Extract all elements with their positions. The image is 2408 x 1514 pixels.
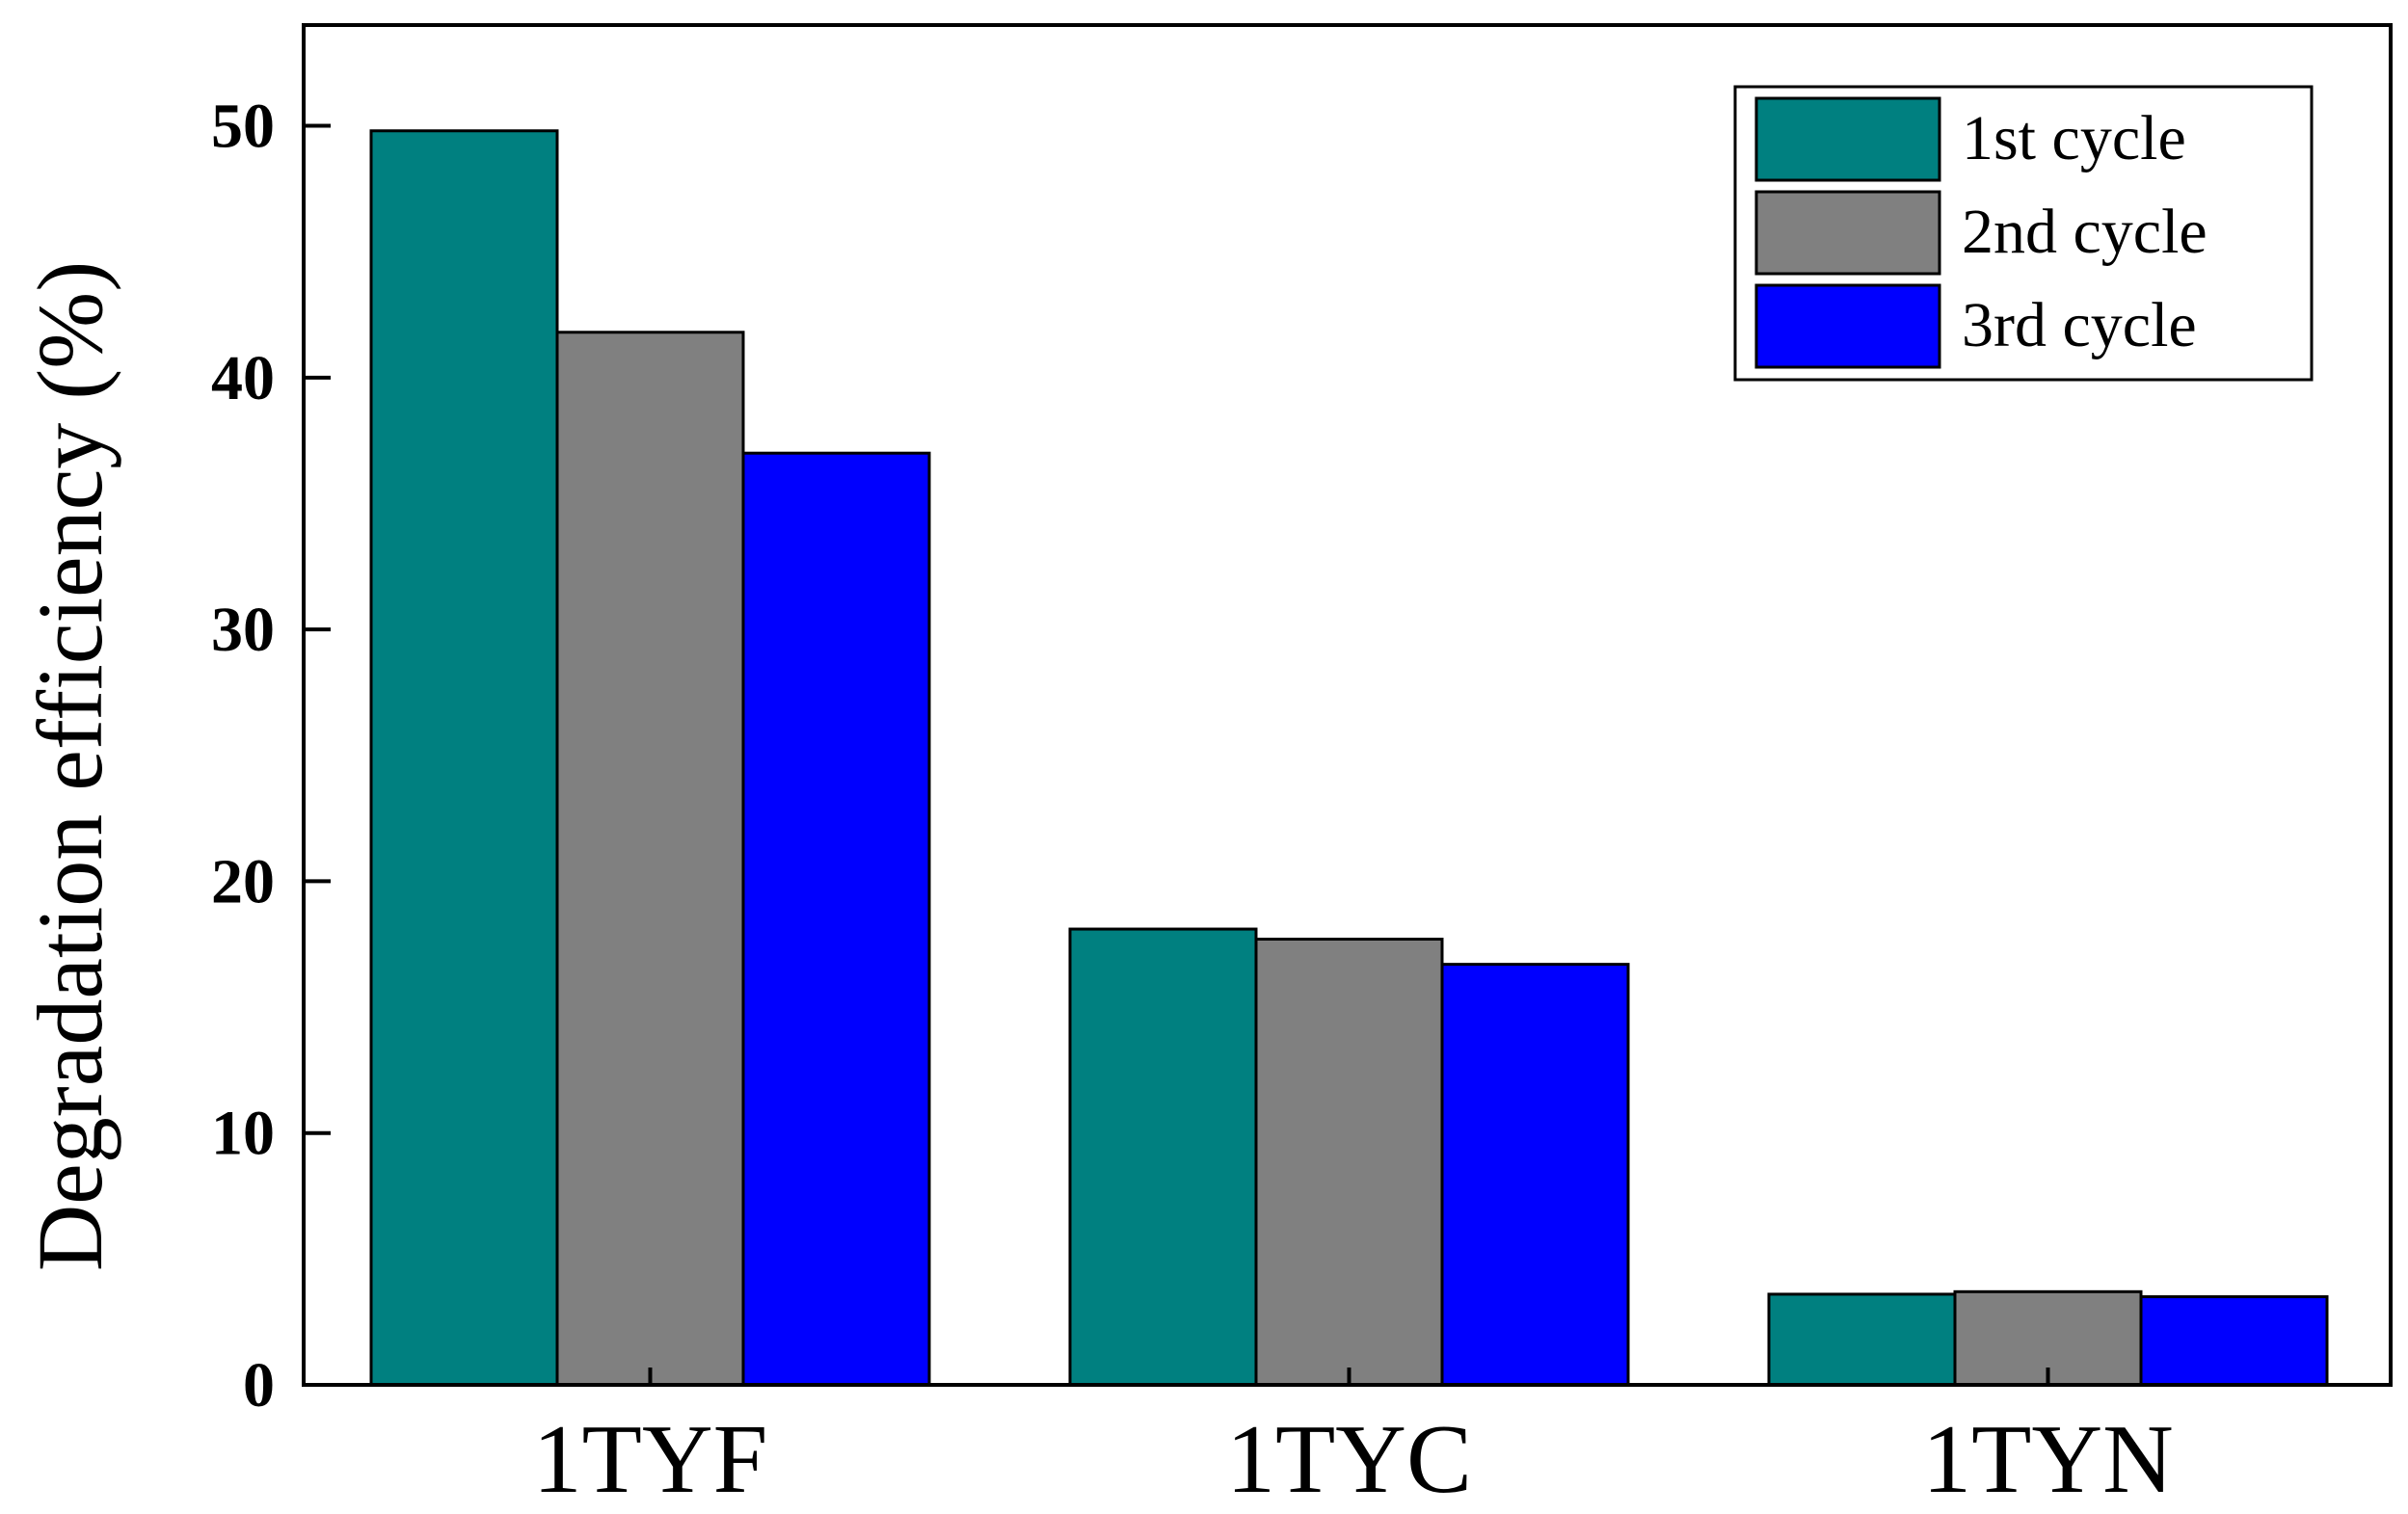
y-tick-label: 50 xyxy=(211,92,275,162)
bar-1tyn-series-3 xyxy=(2139,1295,2329,1387)
bar-1tyc-series-3 xyxy=(1440,963,1630,1387)
x-tick-label-1tyf: 1TYF xyxy=(533,1405,768,1514)
y-tick-label: 40 xyxy=(211,343,275,413)
legend: 1st cycle 2nd cycle 3rd cycle xyxy=(1733,85,2314,382)
bars-layer xyxy=(369,129,2329,1387)
bar-1tyf-series-1 xyxy=(369,129,559,1387)
legend-swatch-1 xyxy=(1754,96,1941,182)
legend-swatch-2 xyxy=(1754,190,1941,276)
x-tick-label-1tyc: 1TYC xyxy=(1226,1405,1472,1514)
bar-1tyf-series-3 xyxy=(741,451,931,1387)
y-tick-label: 30 xyxy=(211,595,275,665)
bar-1tyn-series-1 xyxy=(1767,1292,1957,1387)
x-tick-label-1tyn: 1TYN xyxy=(1922,1405,2174,1514)
axis-layer: 0 10 20 30 40 50 1TYF 1TYC 1TYN xyxy=(211,23,2393,1514)
y-tick-label: 0 xyxy=(243,1350,275,1421)
y-tick-label: 20 xyxy=(211,846,275,916)
y-tick-label: 10 xyxy=(211,1099,275,1169)
legend-label-3: 3rd cycle xyxy=(1962,290,2197,360)
legend-label-1: 1st cycle xyxy=(1962,103,2186,173)
bar-1tyc-series-2 xyxy=(1254,938,1444,1387)
bar-1tyf-series-2 xyxy=(555,331,745,1387)
bar-1tyc-series-1 xyxy=(1068,927,1258,1387)
y-axis-label: Degradation efficiency (%) xyxy=(18,261,121,1271)
legend-swatch-3 xyxy=(1754,283,1941,369)
legend-label-2: 2nd cycle xyxy=(1962,197,2207,267)
